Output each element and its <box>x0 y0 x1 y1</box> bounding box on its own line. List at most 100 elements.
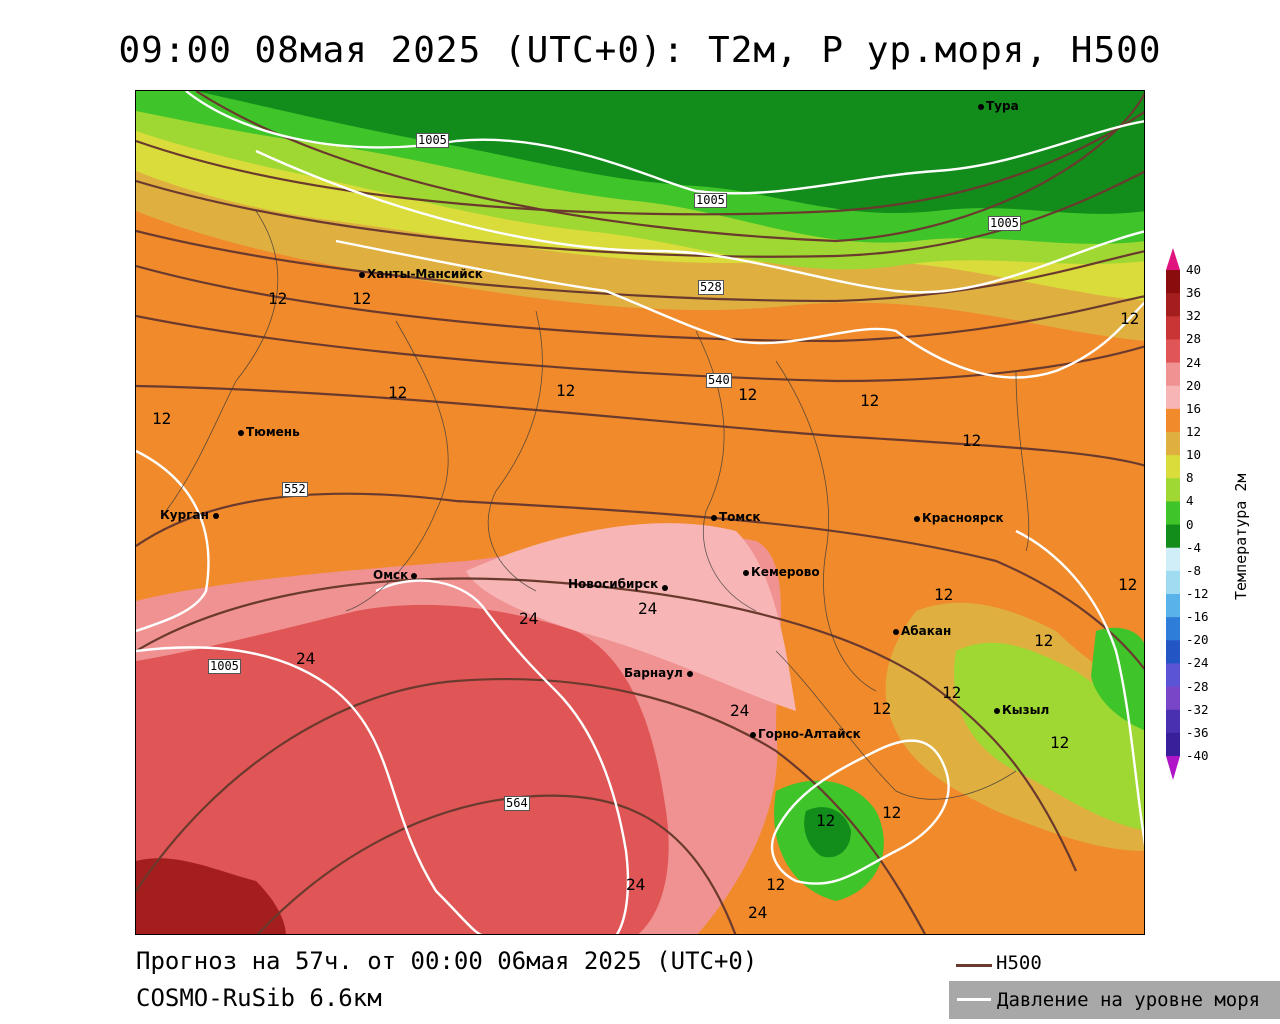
colorbar-tick-label: 0 <box>1186 516 1194 532</box>
isotherm-label: 12 <box>934 585 954 604</box>
city-marker: Тура <box>978 99 1019 113</box>
colorbar-tick-label: 24 <box>1186 354 1202 370</box>
legend-h500: H500 <box>950 952 1280 980</box>
city-marker: Новосибирск <box>568 577 670 591</box>
city-marker: Абакан <box>893 624 951 638</box>
colorbar-tick-label: -40 <box>1186 748 1209 763</box>
city-label: Абакан <box>901 624 952 638</box>
colorbar-segment <box>1166 316 1180 340</box>
colorbar-tick-label: -28 <box>1186 678 1209 694</box>
city-label: Тюмень <box>246 425 300 439</box>
city-dot <box>750 731 756 738</box>
city-dot <box>212 512 219 519</box>
colorbar-tick-label: -32 <box>1186 701 1209 717</box>
city-dot <box>893 628 899 635</box>
colorbar-tick-label: -4 <box>1186 539 1202 555</box>
colorbar-tick-label: 20 <box>1186 377 1202 393</box>
isotherm-label: 12 <box>152 409 172 428</box>
isotherm-label: 12 <box>816 811 836 830</box>
isotherm-label: 12 <box>860 391 880 410</box>
model-info: COSMO-RuSib 6.6км <box>136 984 382 1012</box>
isotherm-label: 12 <box>388 383 408 402</box>
h500-label: 564 <box>504 796 530 811</box>
pressure-label: 1005 <box>694 193 727 208</box>
pressure-label: 1005 <box>208 659 241 674</box>
forecast-info: Прогноз на 57ч. от 00:00 06мая 2025 (UTC… <box>136 947 758 975</box>
city-dot <box>994 707 1000 714</box>
legend-pressure-label: Давление на уровне моря <box>997 989 1261 1011</box>
colorbar-tick-label: -24 <box>1186 655 1209 671</box>
city-dot <box>686 670 693 677</box>
colorbar-segment <box>1166 732 1180 757</box>
colorbar-segment <box>1166 385 1180 410</box>
city-dot <box>662 584 669 591</box>
city-marker: Кемерово <box>743 565 820 579</box>
isotherm-label: 12 <box>352 289 372 308</box>
colorbar-tick-label: 12 <box>1186 424 1202 439</box>
isotherm-label: 12 <box>1050 733 1070 752</box>
h500-line-swatch <box>956 964 992 967</box>
isotherm-label: 24 <box>296 649 316 668</box>
colorbar-segment <box>1166 432 1180 456</box>
colorbar-tick-label: 32 <box>1186 308 1202 324</box>
colorbar-segment <box>1166 570 1180 595</box>
pressure-line-swatch <box>957 998 991 1001</box>
city-label: Кемерово <box>751 565 820 579</box>
city-label: Тура <box>986 99 1019 113</box>
colorbar-segment <box>1166 270 1180 294</box>
colorbar-segment <box>1166 640 1180 664</box>
city-label: Новосибирск <box>568 577 659 591</box>
city-label: Омск <box>373 568 409 582</box>
colorbar-tick-label: 36 <box>1186 285 1202 301</box>
colorbar-bottom-arrow <box>1166 756 1180 780</box>
isotherm-label: 12 <box>1120 309 1140 328</box>
city-dot <box>359 271 365 278</box>
city-dot <box>411 572 418 579</box>
colorbar-segment <box>1166 547 1180 572</box>
colorbar-tick-label: 40 <box>1186 262 1202 277</box>
colorbar-top-arrow <box>1166 248 1180 270</box>
city-marker: Барнаул <box>624 666 695 680</box>
city-dot <box>914 515 920 522</box>
isotherm-label: 24 <box>730 701 750 720</box>
colorbar-segment <box>1166 293 1180 317</box>
city-marker: Горно-Алтайск <box>750 727 861 741</box>
colorbar-segment <box>1166 617 1180 641</box>
isotherm-label: 24 <box>638 599 658 618</box>
city-dot <box>978 103 984 110</box>
city-marker: Томск <box>711 510 761 524</box>
isotherm-label: 12 <box>556 381 576 400</box>
city-dot <box>238 429 244 436</box>
h500-label: 540 <box>706 373 732 388</box>
colorbar-segment <box>1166 709 1180 734</box>
city-dot <box>743 569 749 576</box>
colorbar-tick-label: 8 <box>1186 470 1194 486</box>
isotherm-label: 24 <box>626 875 646 894</box>
isotherm-label: 12 <box>1034 631 1054 650</box>
isotherm-label: 12 <box>1118 575 1138 594</box>
isotherm-label: 12 <box>962 431 982 450</box>
temperature-colorbar <box>1166 248 1180 780</box>
colorbar-segment <box>1166 663 1180 688</box>
colorbar-title: Температура 2м <box>1232 473 1250 600</box>
city-label: Красноярск <box>922 511 1004 525</box>
isotherm-label: 12 <box>942 683 962 702</box>
isotherm-label: 12 <box>268 289 288 308</box>
city-label: Ханты-Мансийск <box>367 267 483 281</box>
city-marker: Красноярск <box>914 511 1004 525</box>
legend-h500-label: H500 <box>996 952 1042 974</box>
colorbar-segment <box>1166 339 1180 364</box>
colorbar-segment <box>1166 524 1180 549</box>
city-marker: Курган <box>160 508 221 522</box>
colorbar-segment <box>1166 594 1180 618</box>
city-label: Кызыл <box>1002 703 1050 717</box>
pressure-label: 1005 <box>416 133 449 148</box>
map-title: 09:00 08мая 2025 (UTC+0): Т2м, Р ур.моря… <box>118 30 1162 71</box>
colorbar-tick-label: -16 <box>1186 609 1209 625</box>
colorbar-tick-label: -20 <box>1186 632 1209 648</box>
city-dot <box>711 514 717 521</box>
city-marker: Кызыл <box>994 703 1049 717</box>
city-label: Барнаул <box>624 666 683 680</box>
colorbar-tick-label: -36 <box>1186 724 1209 740</box>
city-label: Горно-Алтайск <box>758 727 861 741</box>
